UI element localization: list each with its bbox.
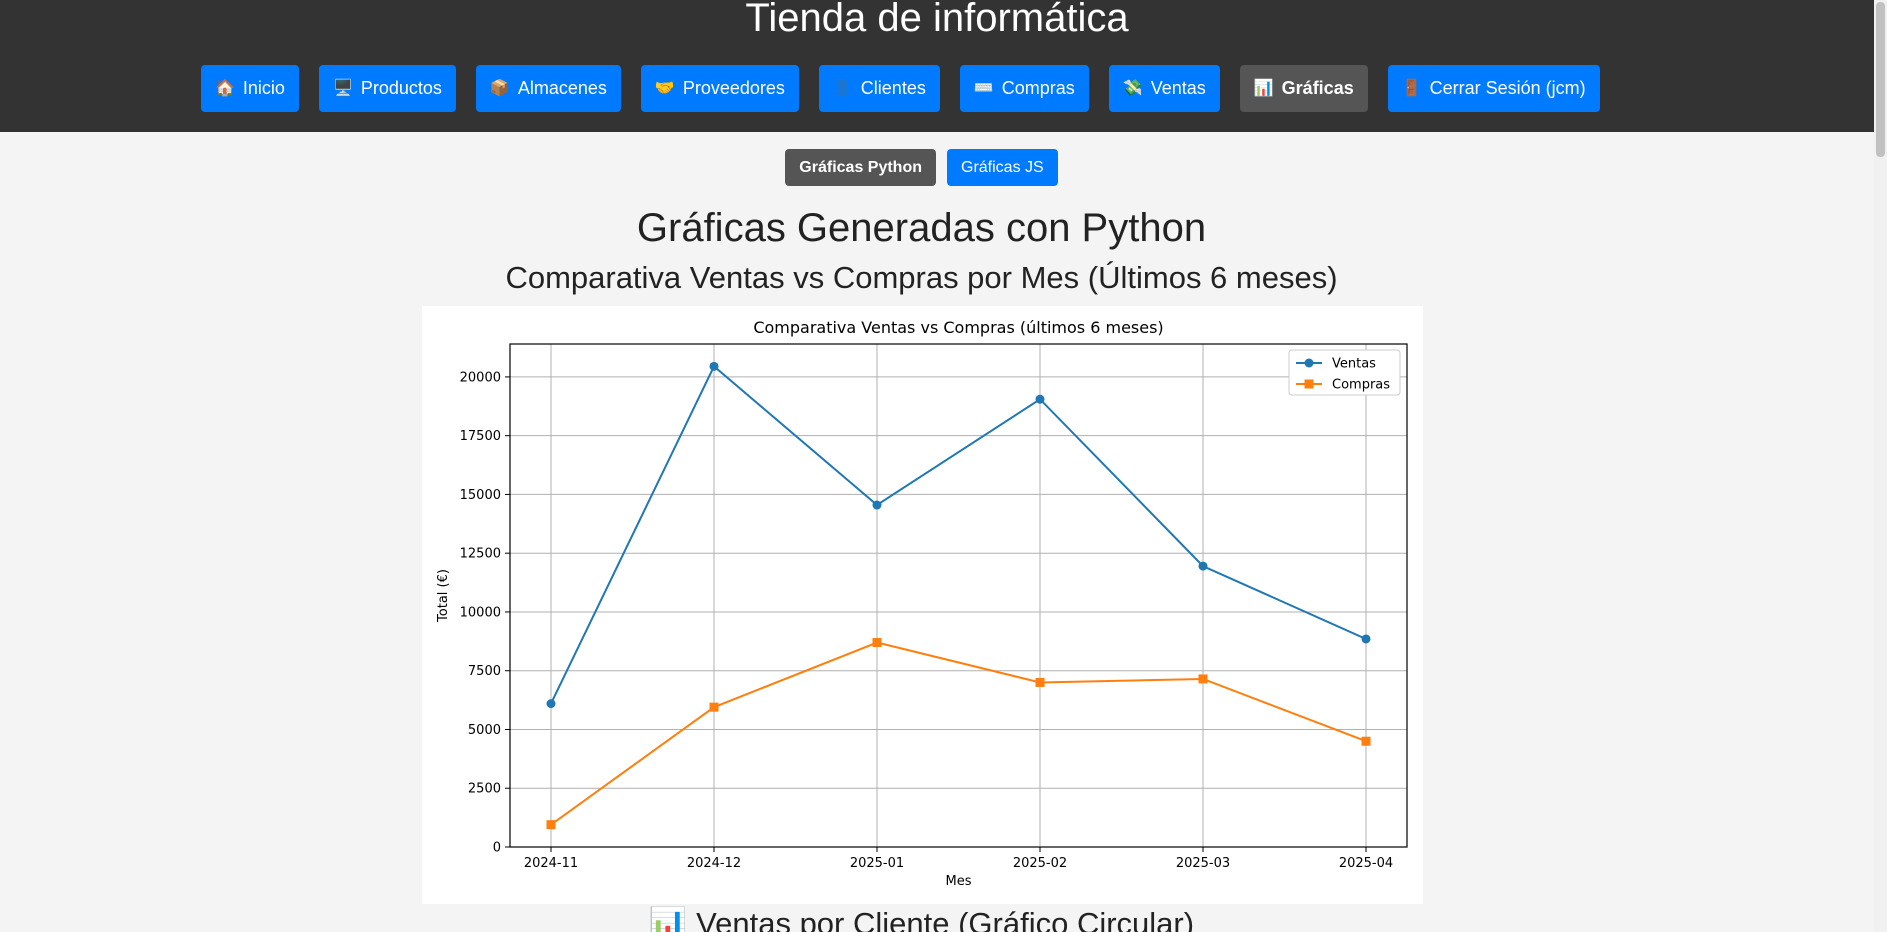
legend-marker (1304, 379, 1314, 389)
nav-button-label: Proveedores (682, 78, 785, 98)
home-icon: 🏠 (215, 79, 235, 97)
nav-button-6[interactable]: 💸 Ventas (1108, 65, 1220, 112)
y-tick-label: 2500 (468, 782, 501, 797)
data-point-compras (1035, 677, 1045, 687)
y-tick-label: 12500 (460, 547, 501, 562)
bar-chart-icon: 📊 (648, 906, 688, 932)
data-point-ventas (1361, 634, 1371, 644)
plot-frame (509, 343, 1408, 848)
y-tick-label: 5000 (468, 723, 501, 738)
x-tick-label: 2024-12 (687, 856, 741, 871)
charts-subnav: Gráficas Python Gráficas JS (0, 149, 1843, 186)
section-title-pie-label: Ventas por Cliente (Gráfico Circular) (696, 906, 1195, 932)
data-point-ventas (1198, 561, 1208, 571)
keyboard-icon: ⌨️ (973, 79, 994, 97)
computer-icon: 🖥️ (332, 79, 353, 97)
nav-button-label: Productos (360, 78, 442, 98)
handshake-icon: 🤝 (654, 79, 675, 97)
user-icon: 👤 (832, 79, 853, 97)
nav-button-0[interactable]: 🏠 Inicio (201, 65, 299, 112)
y-tick-label: 17500 (460, 429, 501, 444)
door-icon: 🚪 (1401, 79, 1422, 97)
nav-button-5[interactable]: ⌨️ Compras (959, 65, 1089, 112)
nav-button-label: Almacenes (517, 78, 607, 98)
nav-button-label: Clientes (860, 78, 926, 98)
main-nav: 🏠 Inicio 🖥️ Productos 📦 Almacenes 🤝 Proveedores… (201, 65, 1600, 112)
nav-button-2[interactable]: 📦 Almacenes (475, 65, 621, 112)
nav-button-1[interactable]: 🖥️ Productos (318, 65, 456, 112)
js-charts-button[interactable]: Gráficas JS (947, 149, 1058, 186)
legend-label: Ventas (1332, 357, 1376, 372)
data-point-compras (709, 702, 719, 712)
nav-button-label: Compras (1001, 78, 1075, 98)
x-tick-label: 2025-02 (1013, 856, 1067, 871)
y-tick-label: 10000 (460, 605, 501, 620)
site-title: Tienda de informática (745, 0, 1129, 40)
package-icon: 📦 (489, 79, 510, 97)
y-tick-label: 7500 (468, 664, 501, 679)
site-header: Tienda de informática 🏠 Inicio 🖥️ Productos… (0, 0, 1874, 132)
x-tick-label: 2025-03 (1176, 856, 1230, 871)
data-point-ventas (872, 500, 882, 510)
line-chart-container: 0 2500 5000 7500 10000 12500 15000 17500 20000 20… (422, 306, 1423, 904)
nav-button-8[interactable]: 🚪 Cerrar Sesión (jcm) (1387, 65, 1600, 112)
nav-button-label: Ventas (1150, 78, 1206, 98)
data-point-ventas (1035, 394, 1045, 404)
section-title-pie: 📊 Ventas por Cliente (Gráfico Circular) (0, 903, 1843, 932)
page-title: Gráficas Generadas con Python (636, 206, 1207, 250)
nav-button-label: Cerrar Sesión (jcm) (1429, 78, 1586, 98)
line-chart: 0 2500 5000 7500 10000 12500 15000 17500 20000 20… (436, 318, 1408, 889)
x-tick-label: 2025-04 (1339, 856, 1393, 871)
data-point-ventas (709, 361, 719, 371)
y-tick-label: 15000 (460, 488, 501, 503)
y-axis-label: Total (€) (436, 569, 451, 623)
section-title-comparison: Comparativa Ventas vs Compras por Mes (Ú… (505, 260, 1338, 295)
x-axis-label: Mes (946, 874, 972, 889)
y-tick-label: 0 (493, 841, 501, 856)
chart-title: Comparativa Ventas vs Compras (últimos 6… (753, 318, 1163, 337)
nav-button-7[interactable]: 📊 Gráficas (1239, 65, 1368, 112)
series-line-ventas (550, 364, 1367, 705)
series-line-compras (550, 641, 1367, 826)
money-icon: 💸 (1122, 79, 1143, 97)
data-point-compras (1198, 674, 1208, 684)
python-charts-button[interactable]: Gráficas Python (785, 149, 936, 186)
data-point-ventas (546, 699, 556, 709)
x-tick-label: 2024-11 (524, 856, 578, 871)
bar-chart-icon: 📊 (1253, 79, 1274, 97)
nav-button-label: Gráficas (1281, 78, 1354, 98)
nav-button-3[interactable]: 🤝 Proveedores (640, 65, 799, 112)
x-tick-label: 2025-01 (850, 856, 904, 871)
y-tick-label: 20000 (460, 370, 501, 385)
legend-label: Compras (1332, 378, 1390, 393)
nav-button-label: Inicio (242, 78, 285, 98)
data-point-compras (872, 638, 882, 648)
nav-button-4[interactable]: 👤 Clientes (818, 65, 940, 112)
data-point-compras (1361, 736, 1371, 746)
scrollbar-thumb[interactable] (1876, 2, 1885, 157)
data-point-compras (546, 820, 556, 830)
page-scrollbar[interactable] (1874, 0, 1887, 932)
legend-marker (1304, 358, 1314, 368)
